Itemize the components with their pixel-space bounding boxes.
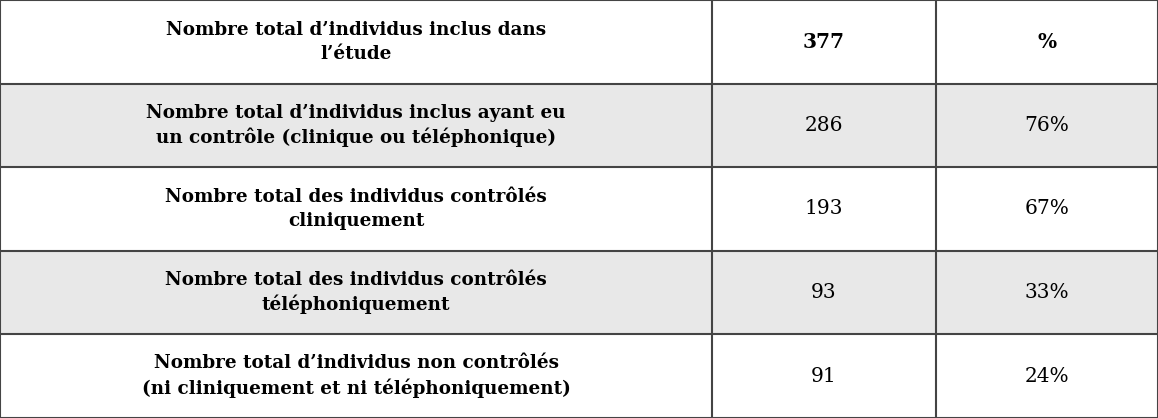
Bar (712, 167, 936, 251)
Text: Nombre total d’individus non contrôlés
(ni cliniquement et ni téléphoniquement): Nombre total d’individus non contrôlés (… (141, 354, 571, 398)
Text: 24%: 24% (1025, 367, 1069, 386)
Bar (936, 334, 1158, 418)
Text: 93: 93 (811, 283, 837, 302)
Bar (712, 0, 936, 84)
Text: 377: 377 (802, 32, 845, 52)
Bar (712, 84, 936, 167)
Bar (712, 334, 936, 418)
Bar (936, 0, 1158, 84)
Text: 286: 286 (805, 116, 843, 135)
Text: 91: 91 (811, 367, 837, 386)
Text: Nombre total des individus contrôlés
cliniquement: Nombre total des individus contrôlés cli… (166, 188, 547, 230)
Text: 33%: 33% (1025, 283, 1069, 302)
Bar (0, 84, 712, 167)
Text: Nombre total des individus contrôlés
téléphoniquement: Nombre total des individus contrôlés tél… (166, 271, 547, 314)
Bar (0, 334, 712, 418)
Text: 193: 193 (805, 199, 843, 219)
Text: Nombre total d’individus inclus ayant eu
un contrôle (clinique ou téléphonique): Nombre total d’individus inclus ayant eu… (146, 104, 566, 147)
Text: 76%: 76% (1025, 116, 1069, 135)
Bar (0, 167, 712, 251)
Text: %: % (1038, 32, 1056, 52)
Bar (0, 0, 712, 84)
Bar (936, 251, 1158, 334)
Bar (0, 251, 712, 334)
Bar (712, 251, 936, 334)
Text: 67%: 67% (1025, 199, 1069, 219)
Text: Nombre total d’individus inclus dans
l’étude: Nombre total d’individus inclus dans l’é… (166, 21, 547, 63)
Bar (936, 84, 1158, 167)
Bar (936, 167, 1158, 251)
